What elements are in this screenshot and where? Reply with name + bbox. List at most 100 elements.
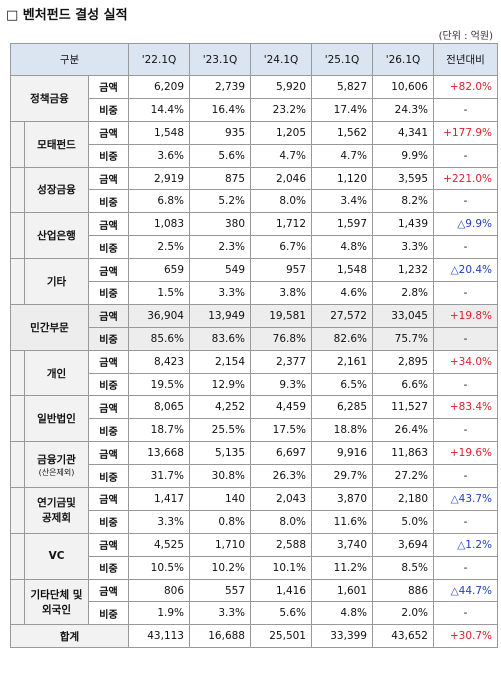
value-cell: 75.7% [372, 326, 434, 351]
row-kind: 금액 [88, 120, 129, 145]
change-cell: - [433, 143, 498, 168]
value-cell: 1,601 [311, 578, 373, 603]
column-header: '25.1Q [311, 43, 373, 76]
value-cell: 13,668 [128, 441, 190, 466]
value-cell: 2,046 [250, 166, 312, 191]
change-cell: +19.8% [433, 303, 498, 328]
indent-cell [10, 532, 25, 580]
value-cell: 659 [128, 258, 190, 283]
value-cell: 43,113 [128, 624, 190, 649]
value-cell: 10,606 [372, 75, 434, 99]
label-line: 금융기관 [37, 453, 76, 466]
value-cell: 10.5% [128, 555, 190, 580]
data-row: 비중 10.5% 10.2% 10.1% 11.2% 8.5% - [11, 555, 498, 580]
change-cell: △20.4% [433, 258, 498, 283]
column-header: '24.1Q [250, 43, 312, 76]
label-note: (산은제외) [38, 467, 75, 477]
value-cell: 6.7% [250, 235, 312, 260]
value-cell: 2,154 [189, 349, 251, 374]
group-label: 기타 [24, 258, 89, 305]
value-cell: 11,863 [372, 441, 434, 466]
label-line: 연기금및 [37, 497, 76, 510]
value-cell: 1,232 [372, 258, 434, 283]
value-cell: 33,399 [311, 624, 373, 649]
row-kind: 금액 [88, 395, 129, 420]
row-kind: 금액 [88, 166, 129, 191]
value-cell: 4.8% [311, 601, 373, 626]
data-row: 비중 18.7% 25.5% 17.5% 18.8% 26.4% - [11, 418, 498, 443]
value-cell: 26.3% [250, 464, 312, 489]
column-header: '23.1Q [189, 43, 251, 76]
data-row: 비중 2.5% 2.3% 6.7% 4.8% 3.3% - [11, 235, 498, 260]
data-row: 비중 6.8% 5.2% 8.0% 3.4% 8.2% - [11, 189, 498, 214]
value-cell: 1,548 [311, 258, 373, 283]
value-cell: 12.9% [189, 372, 251, 397]
group-label: 산업은행 [24, 212, 89, 260]
indent-cell [10, 258, 25, 305]
value-cell: 6,697 [250, 441, 312, 466]
value-cell: 2,919 [128, 166, 190, 191]
group-label: 민간부문 [10, 303, 89, 351]
data-row: 정책금융 금액 6,209 2,739 5,920 5,827 10,606 +82.0% [10, 75, 498, 122]
group-label: 성장금융 [24, 166, 89, 214]
value-cell: 17.4% [311, 97, 373, 122]
value-cell: 1,710 [189, 532, 251, 557]
change-cell: - [433, 418, 498, 443]
label-line: 기타단체 및 [30, 588, 83, 601]
indent-cell [10, 166, 25, 214]
value-cell: 30.8% [189, 464, 251, 489]
value-cell: 2,895 [372, 349, 434, 374]
data-row: 연기금및 공제회 금액 1,417 140 2,043 3,870 2,180 △43.7% [10, 487, 498, 534]
value-cell: 19,581 [250, 303, 312, 328]
results-table: 구분 '22.1Q '23.1Q '24.1Q '25.1Q '26.1Q 전년대비 정책금융… [10, 43, 498, 649]
value-cell: 17.5% [250, 418, 312, 443]
value-cell: 1,548 [128, 120, 190, 145]
value-cell: 1,120 [311, 166, 373, 191]
value-cell: 6,285 [311, 395, 373, 420]
row-kind: 금액 [88, 349, 129, 374]
change-cell: +34.0% [433, 349, 498, 374]
indent-cell [10, 441, 25, 489]
change-cell: +177.9% [433, 120, 498, 145]
value-cell: 27.2% [372, 464, 434, 489]
value-cell: 6.8% [128, 189, 190, 214]
value-cell: 1,205 [250, 120, 312, 145]
change-cell: △44.7% [433, 578, 498, 603]
change-cell: - [433, 464, 498, 489]
value-cell: 140 [189, 487, 251, 511]
value-cell: 13,949 [189, 303, 251, 328]
value-cell: 23.2% [250, 97, 312, 122]
value-cell: 1,439 [372, 212, 434, 237]
change-cell: - [433, 189, 498, 214]
value-cell: 5,827 [311, 75, 373, 99]
group-label: 기타단체 및 외국인 [24, 578, 89, 626]
value-cell: 806 [128, 578, 190, 603]
value-cell: 4,459 [250, 395, 312, 420]
value-cell: 19.5% [128, 372, 190, 397]
row-kind: 비중 [88, 189, 129, 214]
value-cell: 11,527 [372, 395, 434, 420]
row-kind: 금액 [88, 303, 129, 328]
label-line: 일반법인 [37, 413, 76, 426]
data-row: 민간부문 금액 36,904 13,949 19,581 27,572 33,045 +19.… [10, 303, 498, 351]
change-cell: +30.7% [433, 624, 498, 649]
value-cell: 3,694 [372, 532, 434, 557]
data-row: 기타 금액 659 549 957 1,548 1,232 △20.4% [10, 258, 498, 305]
row-kind: 비중 [88, 235, 129, 260]
value-cell: 3.4% [311, 189, 373, 214]
data-row: 비중 19.5% 12.9% 9.3% 6.5% 6.6% - [11, 372, 498, 397]
value-cell: 11.6% [311, 509, 373, 534]
value-cell: 6.6% [372, 372, 434, 397]
value-cell: 9.9% [372, 143, 434, 168]
change-cell: - [433, 235, 498, 260]
value-cell: 8,065 [128, 395, 190, 420]
row-kind: 비중 [88, 555, 129, 580]
value-cell: 957 [250, 258, 312, 283]
value-cell: 1,597 [311, 212, 373, 237]
label-line: 성장금융 [37, 184, 76, 197]
total-label: 합계 [10, 624, 129, 649]
value-cell: 27,572 [311, 303, 373, 328]
value-cell: 886 [372, 578, 434, 603]
value-cell: 16.4% [189, 97, 251, 122]
value-cell: 2.8% [372, 281, 434, 305]
